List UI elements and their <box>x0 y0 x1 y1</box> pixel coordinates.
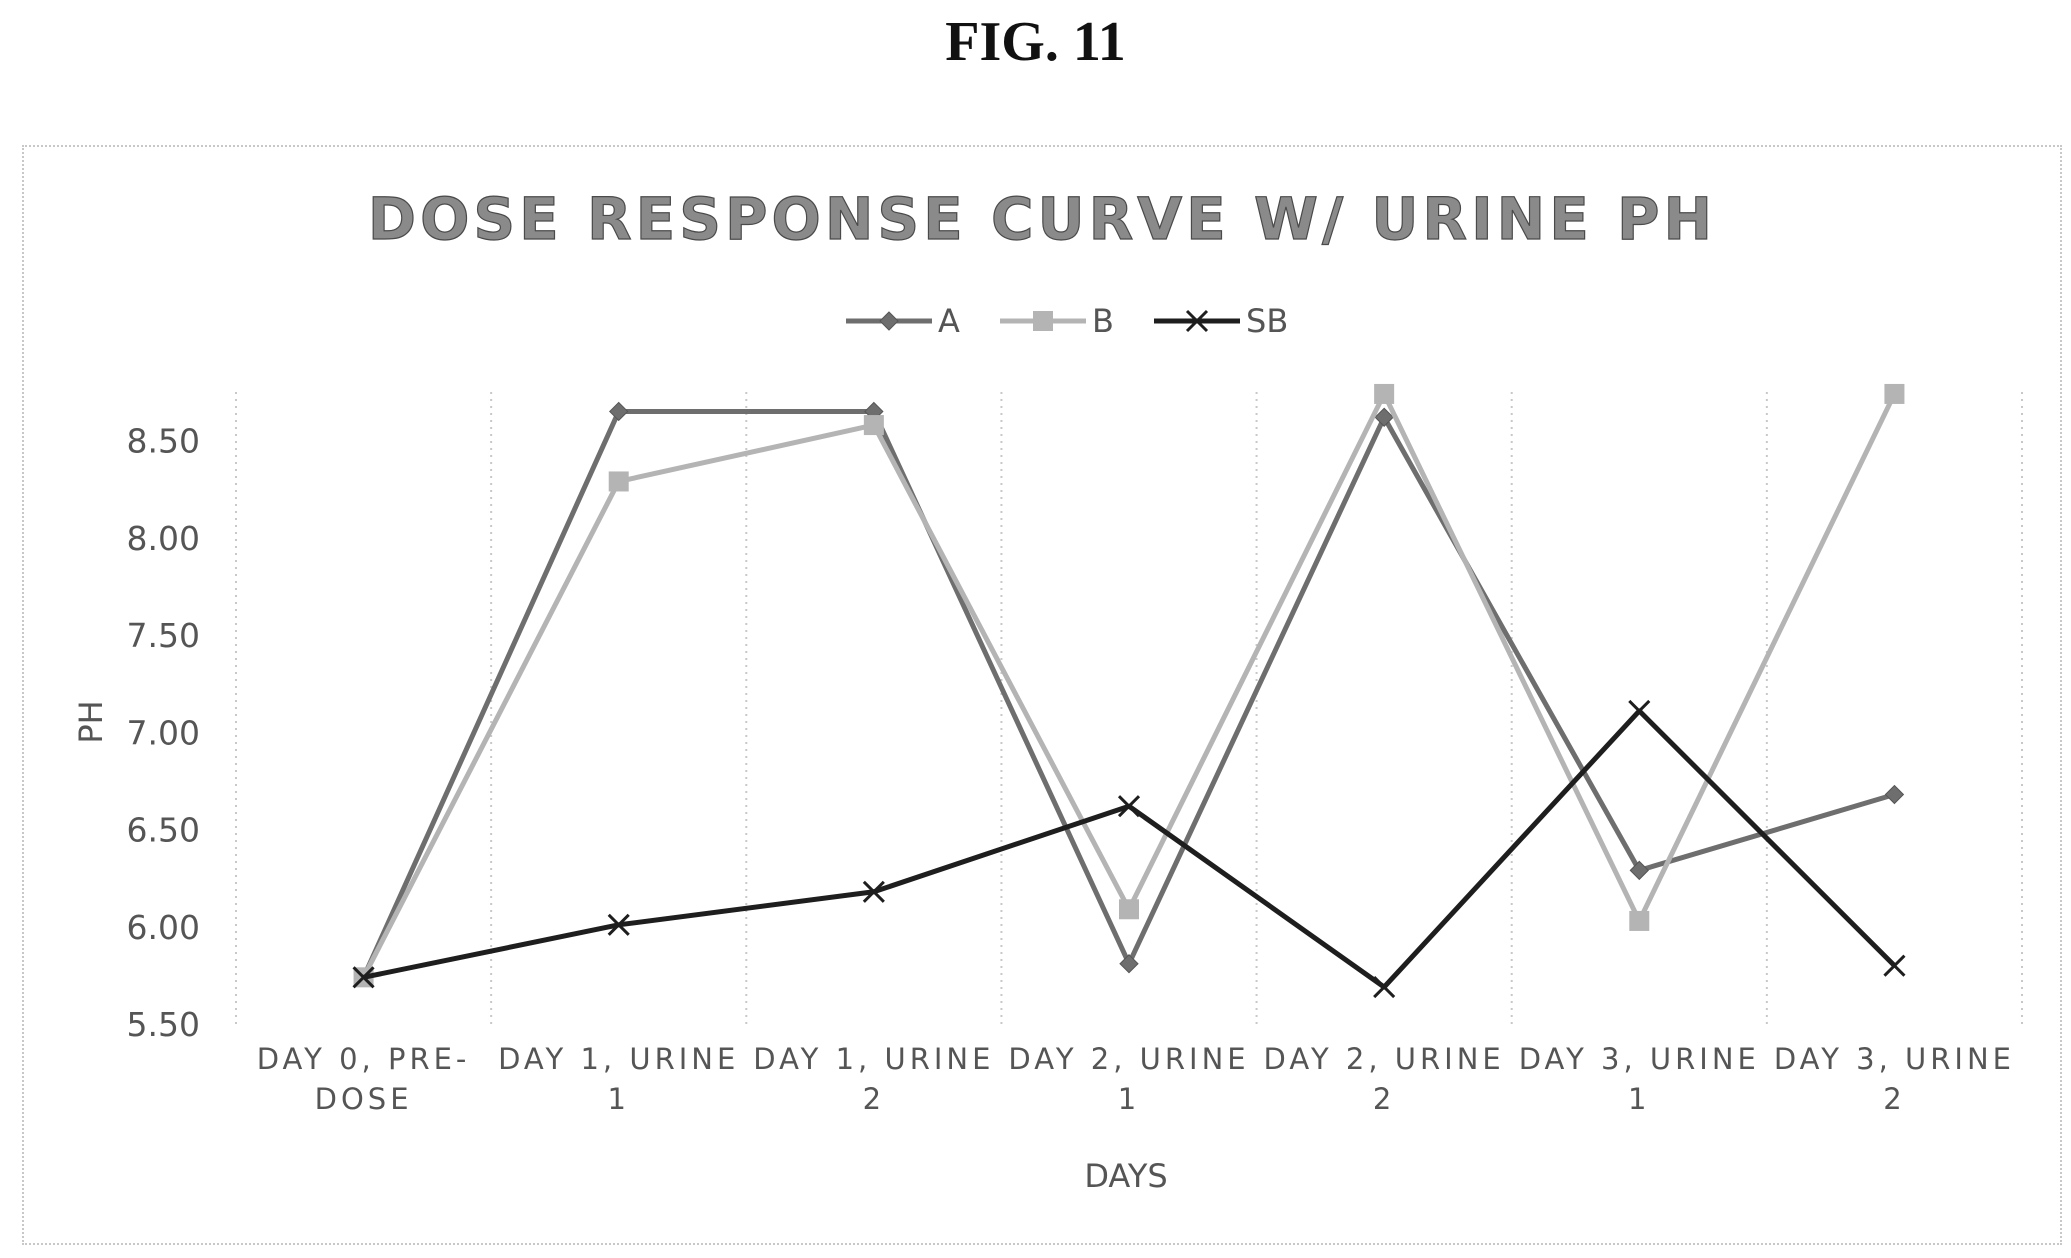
x-tick-label: 1 <box>607 1082 629 1116</box>
data-point-sb <box>607 913 630 936</box>
series-b <box>353 383 1905 988</box>
x-tick-label: DAY 1, URINE <box>498 1042 739 1076</box>
data-point-b <box>1629 910 1650 931</box>
data-point-a <box>1884 784 1905 805</box>
data-point-sb <box>1373 975 1396 999</box>
series-line-sb <box>363 708 1897 990</box>
y-tick-label: 6.00 <box>127 908 200 947</box>
y-tick-label: 5.50 <box>127 1005 200 1044</box>
data-point-sb <box>1883 954 1906 977</box>
series-a <box>353 401 1905 988</box>
data-point-a <box>1374 407 1394 427</box>
x-tick-label: DAY 0, PRE- <box>257 1042 471 1076</box>
data-point-sb <box>1628 699 1651 722</box>
y-tick-label: 8.50 <box>127 422 200 461</box>
y-tick-label: 7.00 <box>127 713 200 752</box>
x-axis: DAY 0, PRE- DOSE DAY 1, URINE 1 DAY 1, URINE… <box>257 1042 2015 1116</box>
series-line-a <box>361 408 1896 979</box>
y-axis: 5.50 6.00 6.50 7.00 7.50 8.00 8.50 <box>127 422 200 1044</box>
figure-label: FIG. 11 <box>945 11 1126 73</box>
series-line-b <box>361 391 1897 979</box>
legend-marker <box>1185 309 1209 333</box>
y-axis-title: PH <box>72 700 110 743</box>
legend-marker <box>1033 311 1053 331</box>
grid <box>235 392 2023 1024</box>
data-point-b <box>608 471 629 492</box>
data-point-b <box>1884 383 1905 404</box>
series-sb <box>352 699 1906 999</box>
legend-item-sb: SB <box>1154 302 1288 340</box>
data-point-sb <box>1117 795 1141 818</box>
x-tick-label: 2 <box>1373 1082 1395 1116</box>
x-tick-label: DAY 3, URINE <box>1774 1042 2015 1076</box>
legend-label: A <box>938 302 960 340</box>
legend-marker <box>879 311 899 331</box>
chart-frame: DOSE RESPONSE CURVE W/ URINE PH A B SB 5.5… <box>22 145 2062 1245</box>
data-point-a <box>609 401 629 422</box>
data-point-b <box>1374 383 1395 404</box>
x-tick-label: DAY 1, URINE <box>753 1042 994 1076</box>
data-point-b <box>863 415 884 436</box>
x-tick-label: 2 <box>1883 1082 1905 1116</box>
legend-item-b: B <box>1000 302 1114 340</box>
chart-title: DOSE RESPONSE CURVE W/ URINE PH <box>368 185 1716 253</box>
x-axis-title: DAYS <box>1084 1157 1167 1195</box>
x-tick-label: 2 <box>863 1082 885 1116</box>
chart: DOSE RESPONSE CURVE W/ URINE PH A B SB 5.5… <box>72 184 2023 1195</box>
x-tick-label: DAY 3, URINE <box>1519 1042 1760 1076</box>
data-point-a <box>1119 954 1139 974</box>
x-tick-label: DOSE <box>315 1082 413 1116</box>
y-tick-label: 7.50 <box>127 616 200 655</box>
legend-label: B <box>1092 302 1114 340</box>
x-tick-label: 1 <box>1628 1082 1650 1116</box>
legend: A B SB <box>846 302 1288 340</box>
y-tick-label: 6.50 <box>127 811 200 850</box>
data-point-a <box>1629 860 1649 881</box>
x-tick-label: DAY 2, URINE <box>1264 1042 1505 1076</box>
y-tick-label: 8.00 <box>127 519 200 558</box>
x-tick-label: DAY 2, URINE <box>1008 1042 1249 1076</box>
data-point-b <box>1119 899 1139 920</box>
series-group <box>352 383 1906 999</box>
data-point-sb <box>352 966 375 989</box>
x-tick-label: 1 <box>1118 1082 1140 1116</box>
legend-label: SB <box>1246 302 1288 340</box>
data-point-sb <box>862 880 885 903</box>
legend-item-a: A <box>846 302 960 340</box>
